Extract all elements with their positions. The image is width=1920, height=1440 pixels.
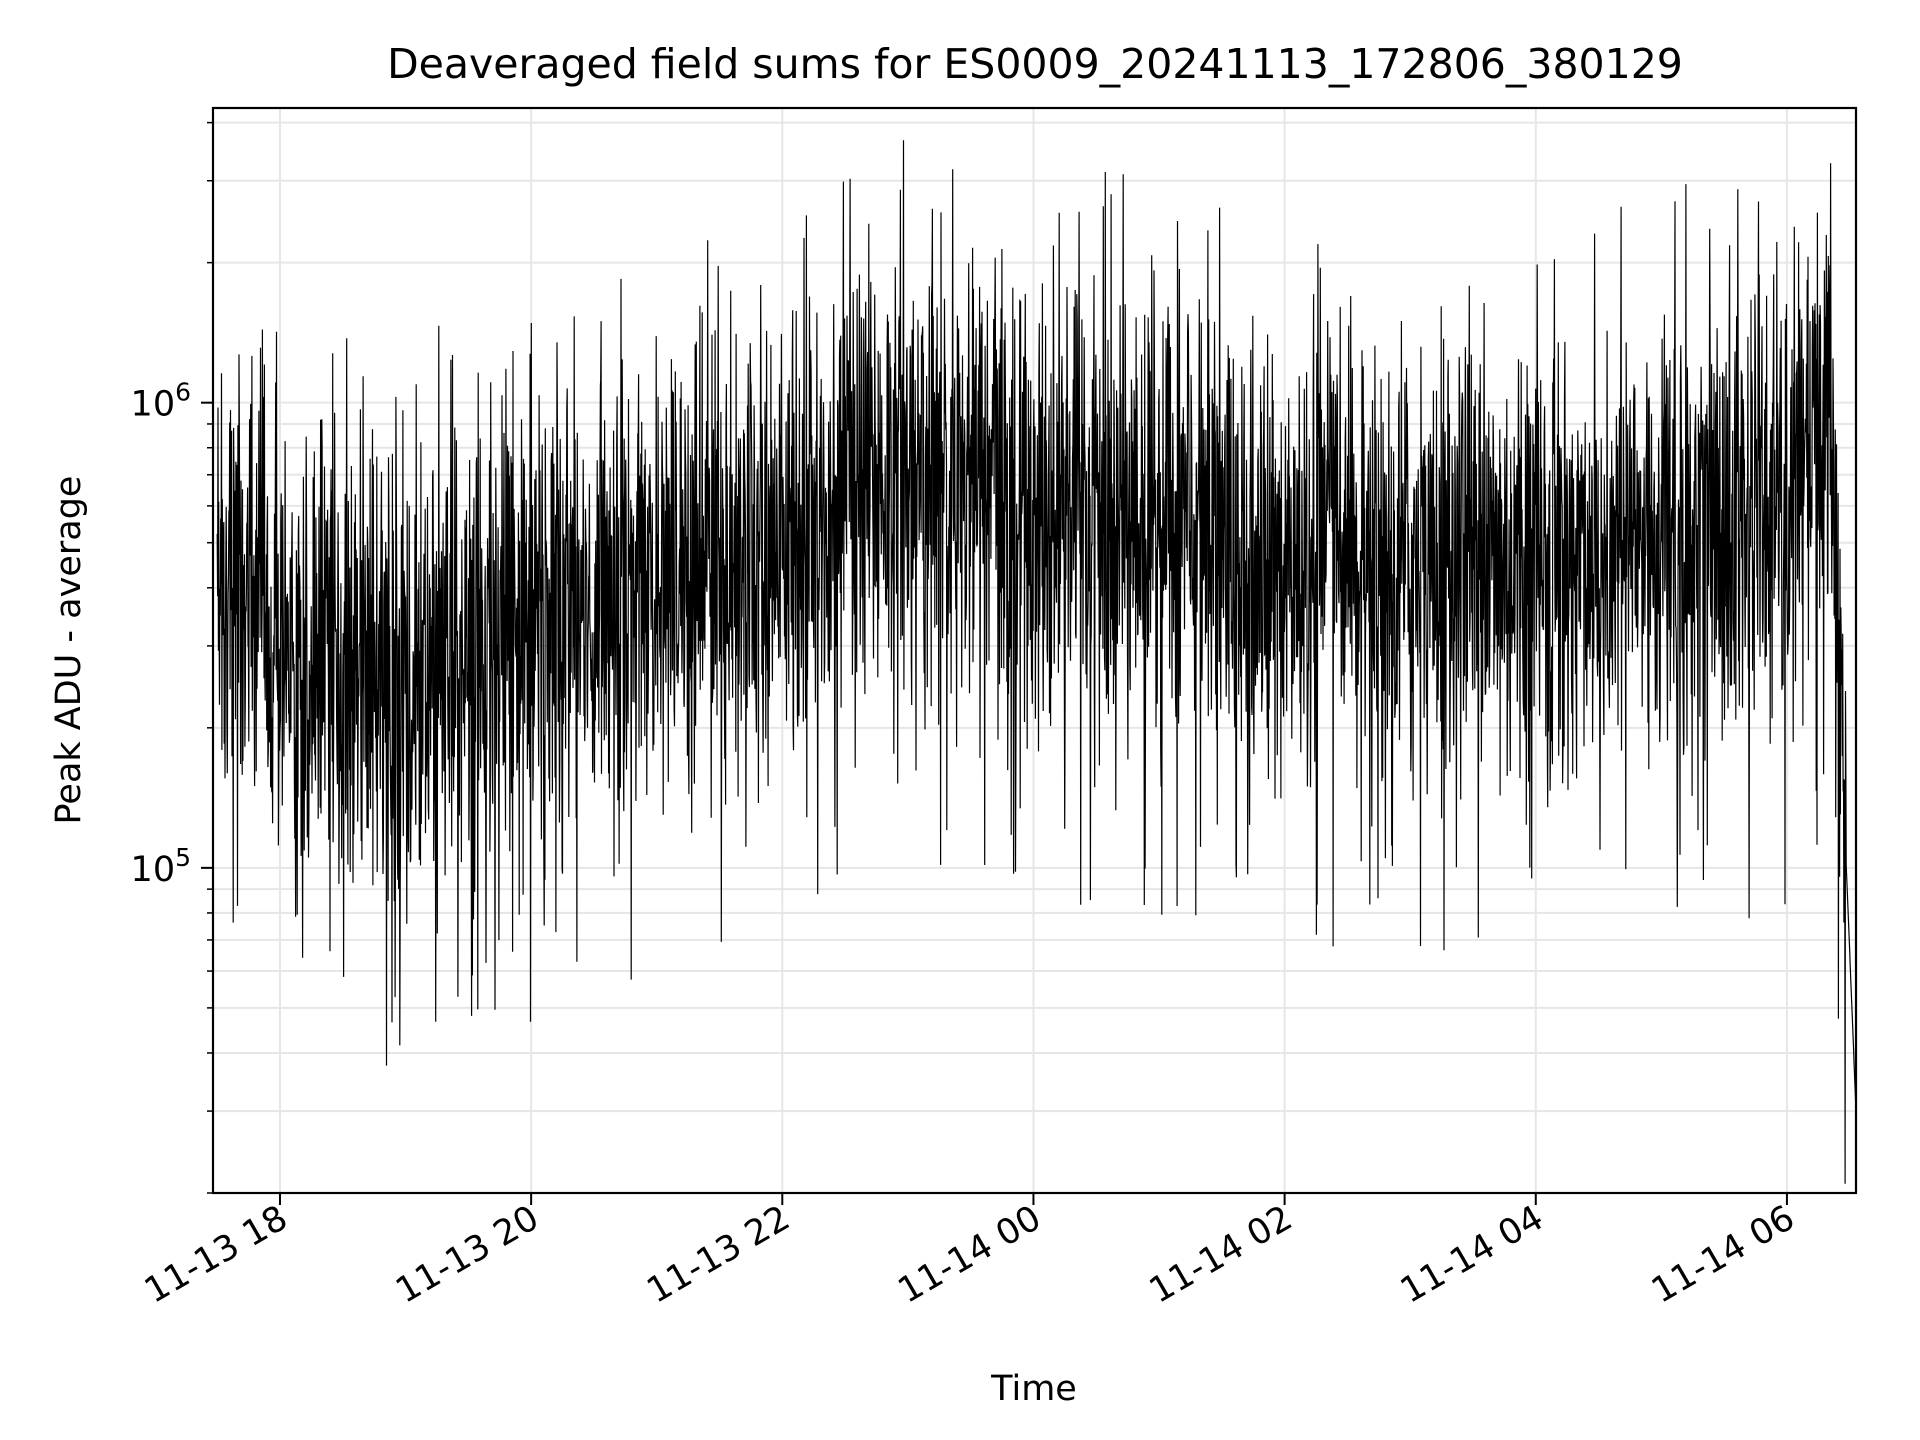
y-axis-label: Peak ADU - average bbox=[49, 476, 89, 825]
y-tick-label: 106 bbox=[131, 378, 191, 425]
y-tick-label: 105 bbox=[131, 843, 191, 890]
x-axis-label: Time bbox=[990, 1369, 1077, 1409]
series-line bbox=[216, 140, 1857, 1184]
chart-title: Deaveraged field sums for ES0009_2024111… bbox=[387, 40, 1683, 88]
plot-frame bbox=[211, 106, 1858, 1195]
series-layer bbox=[216, 140, 1857, 1184]
